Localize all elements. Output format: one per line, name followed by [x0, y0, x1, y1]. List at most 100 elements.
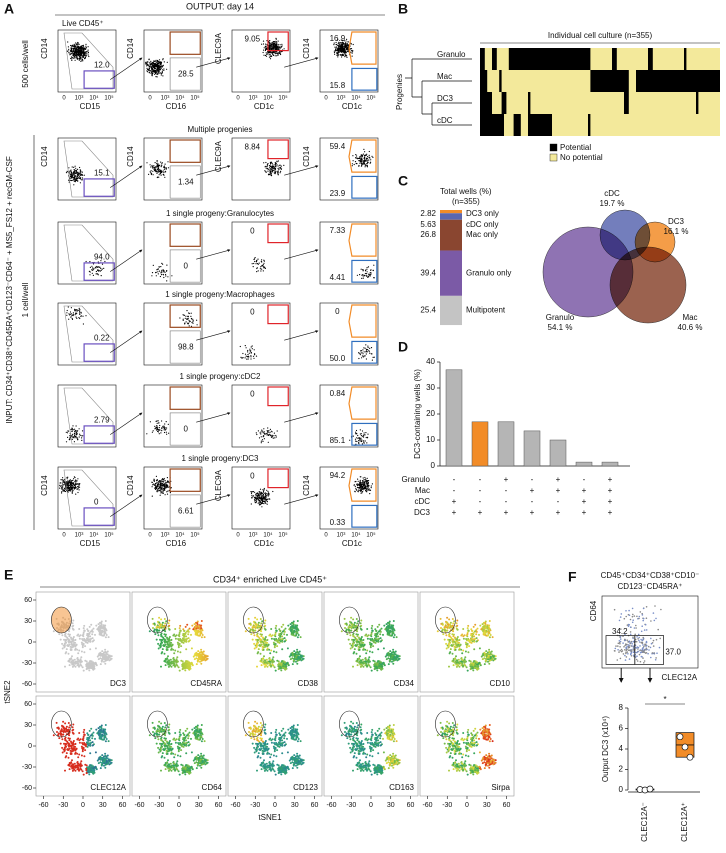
- tsne-plot: [35, 591, 131, 693]
- cell-dot: [148, 69, 150, 71]
- gate-value: 28.5: [178, 70, 194, 79]
- cell-dot: [341, 39, 343, 42]
- cell-dot: [202, 650, 205, 653]
- cell-dot: [166, 427, 168, 429]
- cell-dot: [168, 432, 170, 434]
- cell-dot: [71, 489, 73, 491]
- cell-dot: [99, 633, 102, 636]
- cell-dot: [269, 431, 271, 434]
- cell-dot: [70, 169, 72, 171]
- cell-dot: [60, 479, 62, 481]
- cell-dot: [256, 271, 258, 273]
- plot-frame: [319, 302, 379, 366]
- cell-dot: [265, 502, 267, 504]
- cell-dot: [339, 42, 341, 44]
- cell-dot: [335, 47, 337, 49]
- cell-dot: [361, 439, 363, 441]
- cell-dot: [83, 47, 85, 49]
- cell-dot: [368, 274, 370, 276]
- cell-dot: [154, 70, 156, 72]
- cell-dot: [342, 54, 344, 57]
- plot-frame: [57, 137, 117, 201]
- cell-dot: [160, 173, 162, 175]
- cell-dot: [254, 626, 257, 629]
- cell-dot: [158, 176, 160, 178]
- cell-dot: [72, 490, 74, 492]
- cell-dot: [270, 165, 272, 168]
- cell-dot: [178, 669, 181, 672]
- cell-dot: [66, 432, 69, 434]
- gate-value: 23.9: [330, 189, 346, 198]
- gate-arrow: [110, 494, 143, 517]
- cell-dot: [74, 47, 76, 49]
- cell-dot: [70, 483, 72, 485]
- cell-dot: [253, 642, 256, 645]
- cell-dot: [279, 51, 281, 53]
- cell-dot: [278, 47, 280, 49]
- cell-dot: [73, 658, 76, 661]
- cell-dot: [260, 260, 262, 262]
- cell-dot: [271, 663, 274, 666]
- cell-dot: [367, 489, 369, 491]
- cell-dot: [247, 358, 249, 360]
- cell-dot: [200, 624, 203, 627]
- cell-dot: [160, 487, 162, 489]
- cell-dot: [360, 486, 362, 489]
- cell-dot: [342, 49, 344, 52]
- cell-dot: [257, 651, 260, 654]
- cell-dot: [268, 54, 270, 56]
- cell-dot: [63, 489, 65, 491]
- cell-dot: [283, 633, 286, 636]
- cell-dot: [161, 428, 163, 430]
- cell-dot: [104, 636, 107, 639]
- cell-dot: [166, 493, 169, 495]
- cell-dot: [296, 636, 299, 639]
- cell-dot: [195, 651, 198, 654]
- cell-dot: [148, 71, 150, 73]
- cell-dot: [74, 662, 77, 665]
- cell-dot: [265, 493, 267, 495]
- cell-dot: [275, 434, 277, 437]
- tsne-plot: [131, 591, 227, 693]
- cell-dot: [196, 626, 199, 629]
- cell-dot: [80, 57, 82, 59]
- cell-dot: [275, 47, 277, 49]
- cell-dot: [91, 664, 94, 667]
- cell-dot: [259, 618, 262, 620]
- cell-dot: [167, 486, 169, 488]
- cell-dot: [268, 657, 271, 659]
- cell-dot: [187, 667, 190, 670]
- cell-dot: [262, 43, 265, 45]
- cell-dot: [159, 645, 162, 648]
- cell-dot: [205, 658, 208, 660]
- cell-dot: [96, 273, 98, 275]
- cell-dot: [74, 486, 76, 488]
- cell-dot: [269, 169, 271, 171]
- cell-dot: [73, 53, 75, 55]
- gate-arrow: [110, 412, 143, 435]
- cell-dot: [276, 430, 278, 432]
- cell-dot: [161, 420, 163, 422]
- flow-plot: [319, 137, 379, 201]
- cell-dot: [239, 345, 241, 348]
- cell-dot: [74, 314, 76, 316]
- cell-dot: [166, 491, 168, 493]
- cell-dot: [263, 262, 265, 264]
- cell-dot: [336, 46, 338, 48]
- cell-dot: [157, 167, 159, 170]
- row-label: DC3: [437, 94, 454, 103]
- cell-dot: [176, 641, 179, 644]
- cell-dot: [73, 179, 75, 181]
- cell-dot: [100, 275, 102, 277]
- cell-dot: [255, 499, 257, 501]
- cell-dot: [171, 643, 174, 646]
- cell-dot: [251, 497, 253, 499]
- cell-dot: [191, 624, 194, 627]
- cell-dot: [334, 53, 336, 55]
- segment-value: 2.82: [420, 209, 436, 218]
- cell-dot: [74, 484, 76, 486]
- cell-dot: [191, 318, 193, 320]
- cell-dot: [366, 483, 368, 485]
- cell-dot: [368, 485, 370, 487]
- cell-dot: [152, 627, 154, 629]
